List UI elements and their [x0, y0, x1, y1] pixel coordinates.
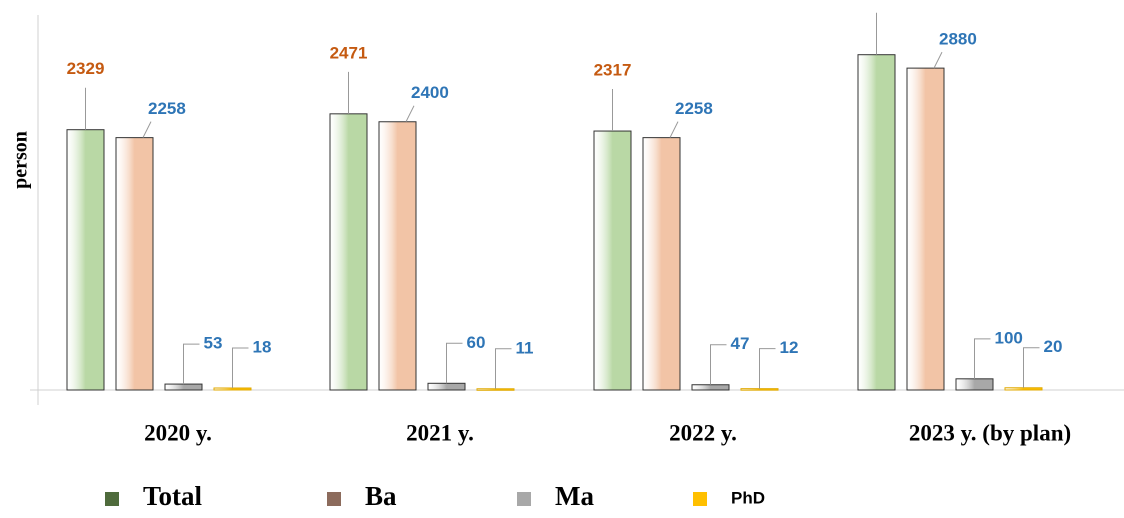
bar [164, 383, 203, 391]
x-tick-label: 2020 y. [144, 420, 212, 445]
bar [1004, 387, 1043, 391]
bar [906, 67, 945, 391]
leader-line [759, 348, 776, 389]
data-label: 2471 [330, 43, 368, 62]
data-label: 2258 [675, 99, 713, 118]
bar [329, 113, 368, 391]
bar [642, 137, 681, 391]
bar [213, 387, 252, 391]
y-axis-title: person [10, 131, 32, 189]
leader-line [669, 121, 679, 138]
data-label: 60 [467, 333, 486, 352]
x-tick-label: 2023 y. (by plan) [909, 420, 1071, 445]
legend-marker [517, 492, 531, 506]
leader-line [710, 344, 727, 385]
bar [593, 130, 632, 391]
bar [857, 54, 896, 391]
legend-marker [327, 492, 341, 506]
x-tick-label: 2021 y. [406, 420, 474, 445]
x-tick-label: 2022 y. [669, 420, 737, 445]
leader-line [1023, 347, 1040, 388]
leader-line [232, 347, 249, 388]
leader-line [446, 342, 463, 384]
bar [955, 378, 994, 391]
data-label: 2329 [67, 59, 105, 78]
data-label: 2317 [594, 61, 632, 80]
bar [378, 121, 417, 391]
data-label: 11 [516, 338, 534, 357]
data-label: 12 [780, 338, 799, 357]
legend-label: Ma [555, 481, 594, 511]
data-label: 53 [204, 334, 223, 353]
data-label: 18 [253, 337, 272, 356]
leader-line [933, 51, 943, 69]
legend-label: Ba [365, 481, 397, 511]
leader-line [495, 348, 512, 389]
leader-line [183, 343, 200, 385]
leader-line [405, 105, 415, 122]
data-label: 2400 [411, 83, 449, 102]
leader-line [142, 121, 152, 138]
bar [476, 388, 515, 391]
bar [691, 384, 730, 391]
leader-line [974, 338, 991, 379]
data-label: 3000 [858, 0, 896, 3]
legend-label: Total [143, 481, 203, 511]
legend-label: PhD [731, 488, 765, 507]
bar [66, 129, 105, 391]
data-label: 47 [731, 334, 750, 353]
data-label: 100 [995, 328, 1023, 347]
legend-marker [693, 492, 707, 506]
data-label: 20 [1044, 337, 1063, 356]
bar [115, 137, 154, 391]
data-label: 2258 [148, 99, 186, 118]
bar [740, 388, 779, 391]
data-label: 2880 [939, 30, 977, 49]
bar [427, 382, 466, 391]
legend-marker [105, 492, 119, 506]
